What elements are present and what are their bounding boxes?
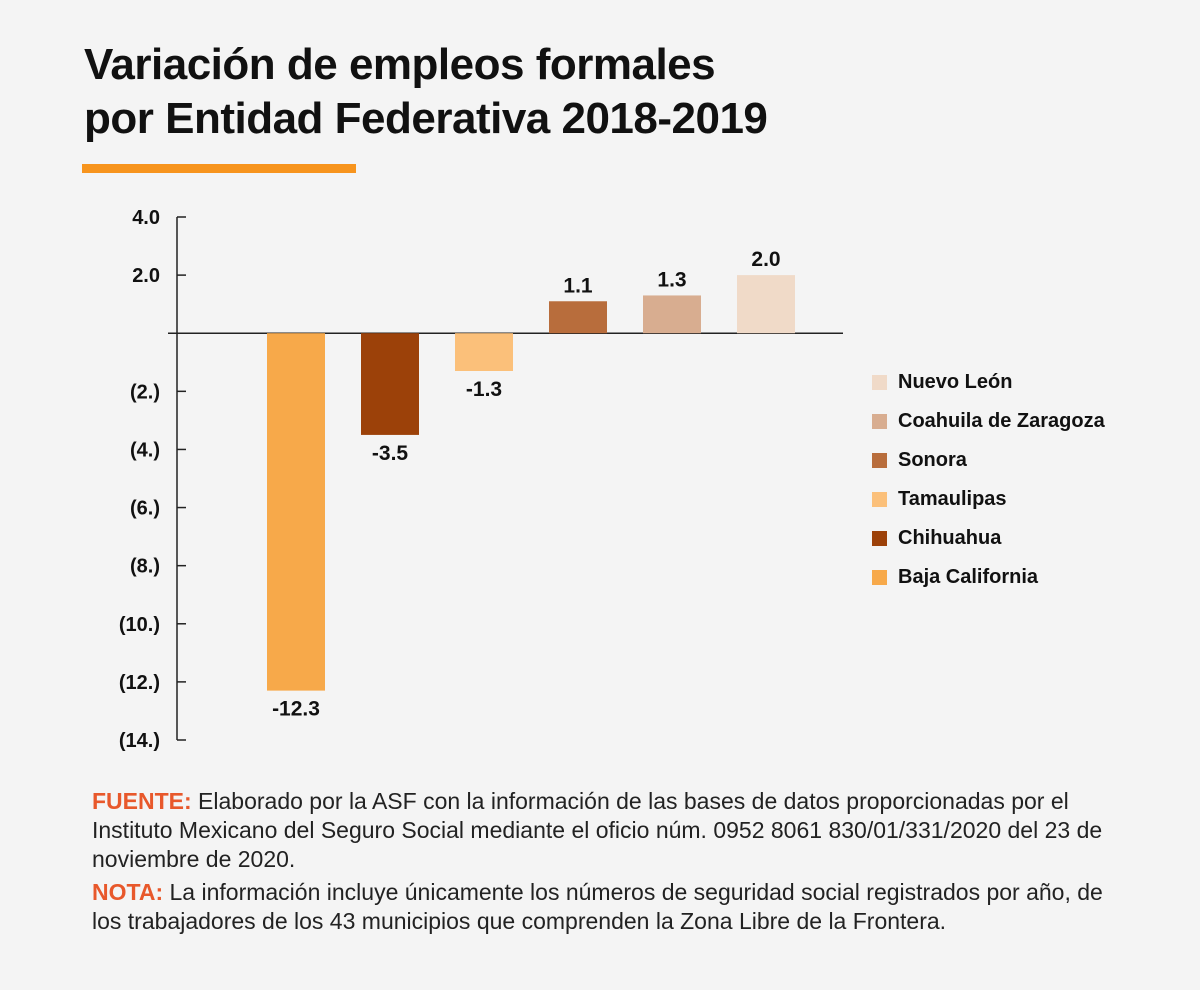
legend-swatch-tamaulipas xyxy=(872,492,887,507)
footnote-key: NOTA: xyxy=(92,879,164,905)
data-label-tamaulipas: -1.3 xyxy=(466,378,502,401)
data-label-sonora: 1.1 xyxy=(563,274,593,297)
chart-title-line-1: Variación de empleos formales xyxy=(84,40,716,89)
legend-item-chihuahua: Chihuahua xyxy=(872,519,1192,558)
legend-swatch-nuevo-leon xyxy=(872,375,887,390)
y-tick-label: (12.) xyxy=(119,672,160,694)
legend-swatch-chihuahua xyxy=(872,531,887,546)
y-tick-label: (8.) xyxy=(130,556,160,578)
bar-baja-california xyxy=(267,333,325,691)
legend-item-coahuila: Coahuila de Zaragoza xyxy=(872,402,1192,441)
legend-item-tamaulipas: Tamaulipas xyxy=(872,480,1192,519)
y-tick-label: (6.) xyxy=(130,498,160,520)
title-accent-rule xyxy=(82,164,356,173)
y-tick-label: 2.0 xyxy=(132,265,160,287)
data-label-chihuahua: -3.5 xyxy=(372,442,409,465)
bar-chart: 4.0 2.0 (2.) (4.) (6.) (8.) (10.) (12.) (14.) -12… xyxy=(119,207,843,752)
chart-title-line-2: por Entidad Federativa 2018-2019 xyxy=(84,94,768,143)
bar-nuevo-leon xyxy=(737,275,795,334)
bar-tamaulipas xyxy=(455,333,513,371)
bar-chihuahua xyxy=(361,333,419,435)
footnote-text: La información incluye únicamente los nú… xyxy=(92,879,1103,934)
legend-item-baja-california: Baja California xyxy=(872,558,1192,597)
legend-label-coahuila: Coahuila de Zaragoza xyxy=(898,410,1105,432)
legend-item-sonora: Sonora xyxy=(872,441,1192,480)
y-tick-label: (2.) xyxy=(130,381,160,403)
data-label-coahuila-de-zaragoza: 1.3 xyxy=(657,268,686,291)
legend-swatch-baja-california xyxy=(872,570,887,585)
legend-item-nuevo-leon: Nuevo León xyxy=(872,363,1192,402)
data-label-baja-california: -12.3 xyxy=(272,698,320,721)
legend-label-sonora: Sonora xyxy=(898,449,967,471)
legend-swatch-sonora xyxy=(872,453,887,468)
y-tick-label: (10.) xyxy=(119,614,160,636)
y-tick-label: (14.) xyxy=(119,730,160,752)
legend-label-nuevo-leon: Nuevo León xyxy=(898,371,1013,393)
y-tick-label: (4.) xyxy=(130,439,160,461)
legend-label-tamaulipas: Tamaulipas xyxy=(898,488,1007,510)
data-label-nuevo-leon: 2.0 xyxy=(751,248,780,271)
y-tick-label: 4.0 xyxy=(132,207,160,229)
legend-swatch-coahuila xyxy=(872,414,887,429)
bar-sonora xyxy=(549,301,607,334)
bar-coahuila-de-zaragoza xyxy=(643,295,701,334)
chart-legend: Nuevo León Coahuila de Zaragoza Sonora T… xyxy=(872,363,1192,597)
source-note: FUENTE: Elaborado por la ASF con la info… xyxy=(92,787,1132,874)
source-note-text: Elaborado por la ASF con la información … xyxy=(92,788,1103,872)
chart-title: Variación de empleos formales por Entida… xyxy=(84,38,984,146)
footnote: NOTA: La información incluye únicamente … xyxy=(92,878,1132,936)
legend-label-chihuahua: Chihuahua xyxy=(898,527,1002,549)
legend-label-baja-california: Baja California xyxy=(898,566,1039,588)
source-note-key: FUENTE: xyxy=(92,788,192,814)
